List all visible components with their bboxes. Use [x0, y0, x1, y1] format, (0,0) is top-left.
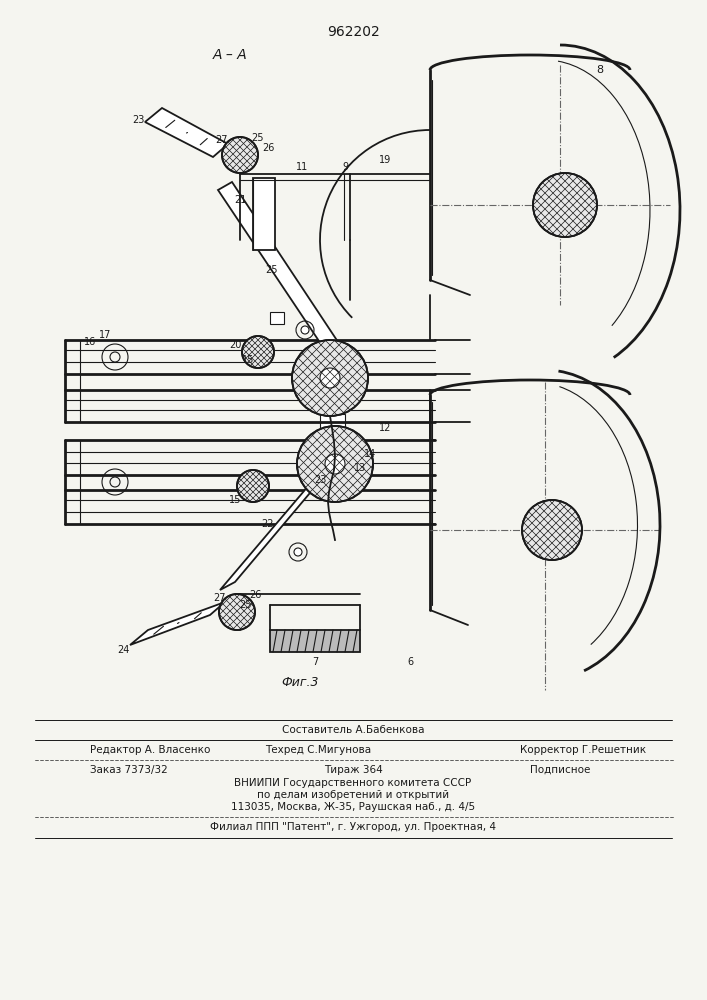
- Text: Составитель А.Бабенкова: Составитель А.Бабенкова: [282, 725, 424, 735]
- Text: 11: 11: [296, 162, 308, 172]
- Circle shape: [301, 326, 309, 334]
- Text: 23: 23: [132, 115, 144, 125]
- Circle shape: [242, 336, 274, 368]
- Bar: [320, 414, 345, 432]
- Polygon shape: [145, 108, 228, 157]
- Circle shape: [219, 594, 255, 630]
- Text: 26: 26: [249, 590, 261, 600]
- Text: 21: 21: [234, 195, 246, 205]
- Circle shape: [294, 548, 302, 556]
- Text: Тираж 364: Тираж 364: [324, 765, 382, 775]
- Bar: [270, 630, 360, 652]
- Text: 15: 15: [242, 355, 255, 365]
- Text: 16: 16: [84, 337, 96, 347]
- Bar: [253, 178, 275, 250]
- Text: Подписное: Подписное: [530, 765, 590, 775]
- Text: 24: 24: [117, 645, 129, 655]
- Circle shape: [222, 137, 258, 173]
- Text: 25: 25: [240, 600, 252, 610]
- Text: 12: 12: [379, 423, 391, 433]
- Text: 9: 9: [342, 162, 348, 172]
- Text: 25: 25: [266, 265, 279, 275]
- Text: ВНИИПИ Государственного комитета СССР: ВНИИПИ Государственного комитета СССР: [235, 778, 472, 788]
- Text: Редактор А. Власенко: Редактор А. Власенко: [90, 745, 211, 755]
- Text: 8: 8: [597, 65, 604, 75]
- Polygon shape: [220, 443, 352, 590]
- Text: Техред С.Мигунова: Техред С.Мигунова: [265, 745, 371, 755]
- Text: 7: 7: [312, 657, 318, 667]
- Polygon shape: [218, 182, 348, 365]
- Text: 25: 25: [252, 133, 264, 143]
- Text: 15: 15: [229, 495, 241, 505]
- Circle shape: [325, 454, 345, 474]
- Text: 27: 27: [216, 135, 228, 145]
- Text: 23: 23: [314, 475, 326, 485]
- Circle shape: [320, 368, 340, 388]
- Text: A – A: A – A: [213, 48, 247, 62]
- Circle shape: [237, 470, 269, 502]
- Text: 27: 27: [214, 593, 226, 603]
- Text: Корректор Г.Решетник: Корректор Г.Решетник: [520, 745, 646, 755]
- Circle shape: [297, 426, 373, 502]
- Text: 6: 6: [407, 657, 413, 667]
- Text: Филиал ППП "Патент", г. Ужгород, ул. Проектная, 4: Филиал ППП "Патент", г. Ужгород, ул. Про…: [210, 822, 496, 832]
- Text: 13: 13: [354, 463, 366, 473]
- Circle shape: [522, 500, 582, 560]
- Text: 20: 20: [229, 340, 241, 350]
- Text: 962202: 962202: [327, 25, 380, 39]
- Text: Заказ 7373/32: Заказ 7373/32: [90, 765, 168, 775]
- Circle shape: [292, 340, 368, 416]
- Text: 22: 22: [262, 519, 274, 529]
- Text: 26: 26: [262, 143, 274, 153]
- Text: 17: 17: [99, 330, 111, 340]
- Text: по делам изобретений и открытий: по делам изобретений и открытий: [257, 790, 449, 800]
- Text: Фиг.3: Фиг.3: [281, 676, 319, 688]
- Text: 14: 14: [364, 449, 376, 459]
- Text: 19: 19: [379, 155, 391, 165]
- Bar: [270, 312, 284, 324]
- Circle shape: [533, 173, 597, 237]
- Text: 113035, Москва, Ж-35, Раушская наб., д. 4/5: 113035, Москва, Ж-35, Раушская наб., д. …: [231, 802, 475, 812]
- Polygon shape: [130, 602, 225, 645]
